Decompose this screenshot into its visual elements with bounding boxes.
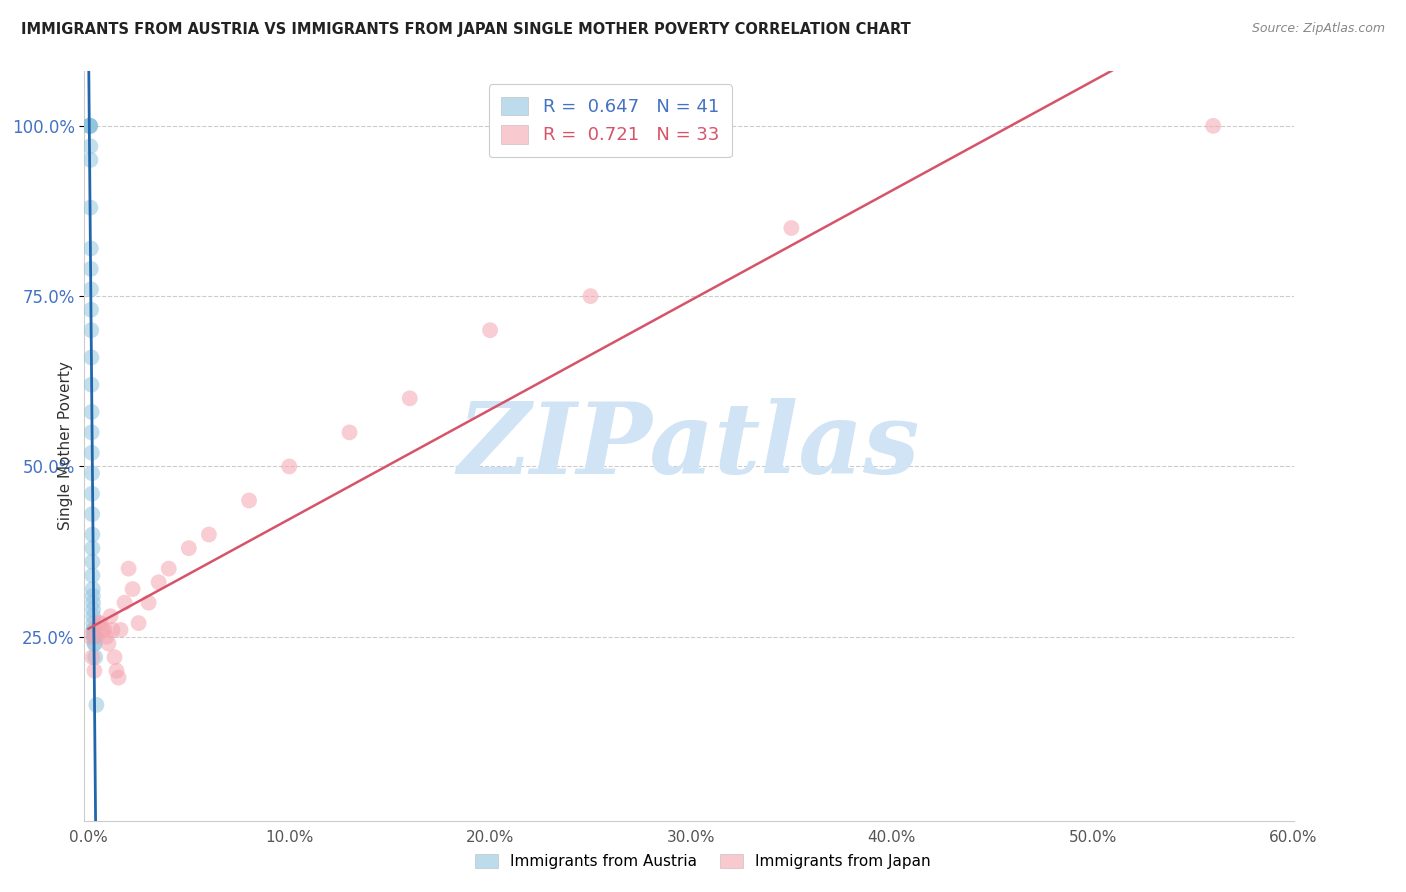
Point	[138, 596, 160, 610]
Point	[80, 261, 103, 276]
Point	[579, 289, 602, 303]
Point	[80, 486, 103, 500]
Point	[339, 425, 361, 440]
Point	[79, 119, 101, 133]
Point	[93, 623, 115, 637]
Point	[780, 221, 803, 235]
Point	[177, 541, 200, 556]
Point	[79, 630, 101, 644]
Point	[91, 623, 114, 637]
Point	[117, 561, 139, 575]
Point	[79, 119, 101, 133]
Point	[83, 636, 105, 650]
Point	[82, 541, 104, 556]
Point	[198, 527, 221, 541]
Point	[96, 630, 118, 644]
Point	[82, 568, 104, 582]
Point	[100, 609, 122, 624]
Point	[80, 351, 103, 365]
Point	[89, 616, 111, 631]
Point	[86, 630, 108, 644]
Legend: Immigrants from Austria, Immigrants from Japan: Immigrants from Austria, Immigrants from…	[470, 848, 936, 875]
Point	[79, 139, 101, 153]
Point	[80, 446, 103, 460]
Point	[148, 575, 170, 590]
Point	[79, 153, 101, 167]
Point	[82, 596, 104, 610]
Point	[398, 392, 420, 406]
Point	[79, 119, 101, 133]
Point	[80, 467, 103, 481]
Point	[97, 636, 120, 650]
Point	[82, 555, 104, 569]
Point	[84, 650, 107, 665]
Text: ZIPatlas: ZIPatlas	[458, 398, 920, 494]
Point	[80, 377, 103, 392]
Point	[101, 623, 124, 637]
Point	[80, 242, 103, 256]
Point	[238, 493, 260, 508]
Point	[80, 425, 103, 440]
Point	[479, 323, 502, 337]
Point	[1202, 119, 1225, 133]
Text: IMMIGRANTS FROM AUSTRIA VS IMMIGRANTS FROM JAPAN SINGLE MOTHER POVERTY CORRELATI: IMMIGRANTS FROM AUSTRIA VS IMMIGRANTS FR…	[21, 22, 911, 37]
Point	[83, 630, 105, 644]
Point	[79, 119, 101, 133]
Point	[82, 602, 104, 616]
Point	[107, 671, 129, 685]
Point	[80, 323, 103, 337]
Point	[82, 582, 104, 596]
Point	[87, 616, 110, 631]
Point	[82, 507, 104, 521]
Point	[114, 596, 136, 610]
Point	[83, 636, 105, 650]
Point	[110, 623, 132, 637]
Point	[105, 664, 128, 678]
Point	[82, 527, 104, 541]
Text: Source: ZipAtlas.com: Source: ZipAtlas.com	[1251, 22, 1385, 36]
Point	[157, 561, 180, 575]
Point	[82, 609, 104, 624]
Point	[83, 623, 105, 637]
Point	[86, 698, 108, 712]
Point	[83, 630, 105, 644]
Point	[82, 623, 104, 637]
Y-axis label: Single Mother Poverty: Single Mother Poverty	[58, 361, 73, 531]
Point	[79, 201, 101, 215]
Point	[80, 405, 103, 419]
Point	[82, 589, 104, 603]
Point	[121, 582, 143, 596]
Point	[82, 650, 104, 665]
Point	[83, 630, 105, 644]
Point	[128, 616, 150, 631]
Point	[79, 119, 101, 133]
Point	[278, 459, 301, 474]
Point	[80, 302, 103, 317]
Legend: R =  0.647   N = 41, R =  0.721   N = 33: R = 0.647 N = 41, R = 0.721 N = 33	[489, 84, 733, 157]
Point	[80, 282, 103, 296]
Point	[82, 616, 104, 631]
Point	[103, 650, 125, 665]
Point	[79, 119, 101, 133]
Point	[83, 664, 105, 678]
